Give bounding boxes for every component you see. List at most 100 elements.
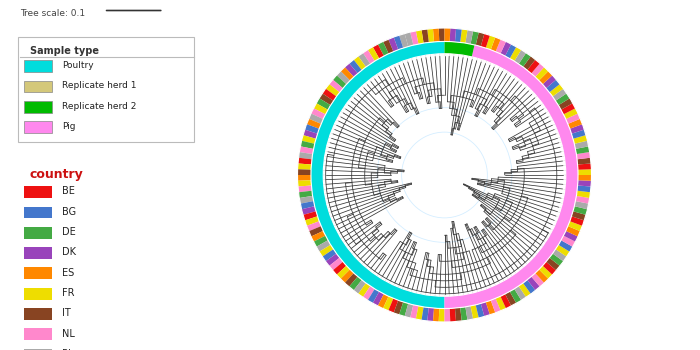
Wedge shape [298,191,313,198]
Wedge shape [316,240,330,252]
Wedge shape [344,273,358,287]
Text: Poultry: Poultry [62,61,94,70]
Bar [24,227,52,239]
Wedge shape [449,308,456,322]
Wedge shape [393,35,403,50]
Wedge shape [363,50,375,64]
Wedge shape [564,231,578,242]
Wedge shape [363,286,375,300]
Wedge shape [523,56,536,70]
Circle shape [431,162,458,188]
Text: Pig: Pig [62,122,76,131]
Wedge shape [550,253,564,266]
Wedge shape [421,29,429,43]
Wedge shape [303,211,318,220]
Wedge shape [332,75,346,88]
Wedge shape [383,296,393,311]
Wedge shape [573,206,587,215]
Wedge shape [481,34,490,48]
Wedge shape [510,289,522,303]
Wedge shape [523,280,536,294]
Wedge shape [354,56,366,70]
Wedge shape [309,113,323,124]
Wedge shape [466,306,473,320]
Text: FR: FR [62,288,74,298]
Wedge shape [444,45,578,309]
Wedge shape [578,175,592,181]
Wedge shape [481,302,490,316]
Wedge shape [559,98,573,110]
Wedge shape [399,34,408,48]
Wedge shape [300,141,315,149]
Wedge shape [405,303,413,318]
Wedge shape [566,226,580,237]
Wedge shape [500,294,511,308]
Wedge shape [470,31,479,45]
Bar [24,328,52,340]
Wedge shape [298,175,311,181]
Wedge shape [568,119,582,129]
Wedge shape [570,216,584,226]
Wedge shape [573,135,587,144]
Wedge shape [556,93,570,105]
Wedge shape [542,262,556,275]
Wedge shape [576,191,591,198]
Wedge shape [302,206,316,215]
Wedge shape [564,108,578,119]
Wedge shape [546,79,560,92]
Wedge shape [561,236,575,247]
Wedge shape [372,44,384,58]
Text: IT: IT [62,308,71,318]
Wedge shape [298,158,312,164]
Wedge shape [307,119,321,129]
Wedge shape [455,308,462,322]
Wedge shape [444,42,475,57]
Wedge shape [496,296,506,311]
Wedge shape [449,28,456,42]
Wedge shape [514,286,526,300]
Wedge shape [574,141,589,149]
Wedge shape [455,28,462,42]
Wedge shape [329,79,343,92]
Wedge shape [531,63,545,77]
Bar [24,101,52,113]
Wedge shape [378,294,388,308]
Wedge shape [535,67,548,80]
Wedge shape [460,29,468,43]
Text: NL: NL [62,329,75,338]
Wedge shape [300,146,314,154]
Wedge shape [542,75,556,88]
Wedge shape [332,262,346,275]
Wedge shape [349,60,362,74]
Wedge shape [307,221,321,231]
Wedge shape [566,113,580,124]
Text: Sample type: Sample type [30,46,99,56]
Wedge shape [399,302,408,316]
Wedge shape [527,276,540,290]
Wedge shape [300,201,315,209]
Wedge shape [393,300,403,315]
Wedge shape [341,270,354,283]
Wedge shape [372,292,384,306]
Wedge shape [433,28,440,42]
Wedge shape [389,298,398,313]
Wedge shape [575,146,589,154]
Wedge shape [341,67,354,80]
Wedge shape [439,308,444,322]
Wedge shape [531,273,545,287]
Wedge shape [510,47,522,61]
Wedge shape [575,196,589,204]
Wedge shape [466,30,473,44]
Wedge shape [326,253,340,266]
Wedge shape [378,42,388,56]
Wedge shape [491,37,500,52]
Wedge shape [476,32,484,47]
Wedge shape [300,196,314,204]
Wedge shape [368,47,379,61]
Wedge shape [486,300,496,315]
Wedge shape [349,276,362,290]
Wedge shape [368,289,379,303]
Wedge shape [405,32,413,47]
Wedge shape [539,71,552,84]
Wedge shape [298,152,313,159]
